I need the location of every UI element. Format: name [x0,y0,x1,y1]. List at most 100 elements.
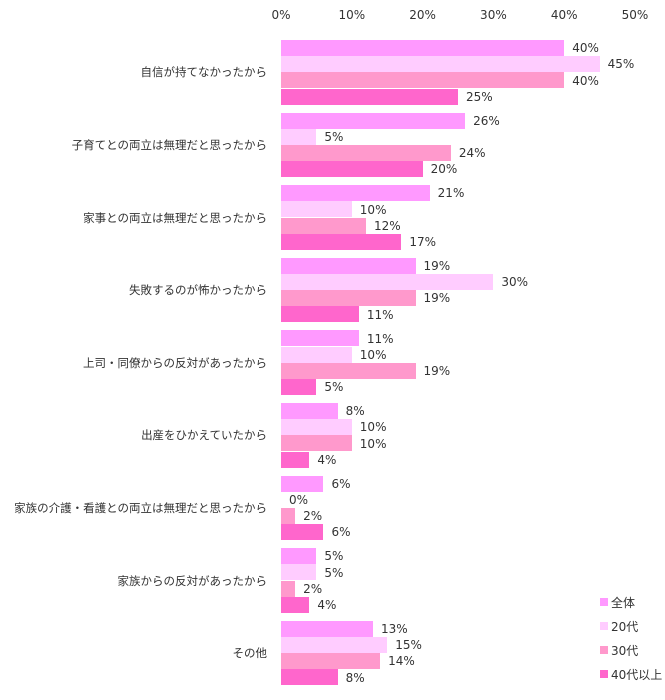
value-label: 21% [437,186,465,201]
x-tick-label: 30% [480,8,507,22]
bar [281,274,494,290]
value-label: 40% [572,41,599,56]
value-label: 24% [458,146,486,161]
bar [281,580,296,597]
value-label: 19% [423,363,451,378]
value-label: 20% [430,162,458,177]
value-label: 4% [317,597,337,612]
value-label: 19% [423,291,451,306]
legend-label: 全体 [611,595,636,610]
bar [281,435,352,452]
value-label: 11% [366,331,394,346]
category-label: 失敗するのが怖かったから [129,283,267,298]
bar [281,475,324,492]
value-label: 45% [607,57,635,72]
value-label: 15% [395,638,422,653]
bar [281,379,317,395]
bar [281,40,565,56]
value-label: 0% [289,492,309,507]
value-label: 10% [359,436,387,451]
value-label: 5% [324,129,344,144]
category-label: 子育てとの両立は無理だと思ったから [71,138,267,152]
legend-item: 20代 [600,614,662,638]
value-label: 19% [423,258,451,273]
bar [281,596,310,613]
category-label: 上司・同僚からの反対があったから [83,355,267,370]
bar [281,653,381,670]
x-tick-label: 40% [550,8,578,22]
bar [281,669,338,686]
legend-item: 40代以上 [600,662,662,686]
legend-swatch-icon [600,646,608,654]
bar [281,306,359,323]
bar [281,548,317,565]
bar [281,112,466,129]
legend: 全体 20代 30代 40代以上 [600,590,662,686]
bar [281,524,324,541]
bar [281,233,402,250]
bar [281,161,423,178]
legend-item: 全体 [600,590,662,614]
legend-item: 30代 [600,638,662,662]
bar [281,185,430,202]
value-label: 25% [466,89,493,104]
bar [281,88,458,105]
bar [281,72,565,89]
bar [281,201,352,218]
bar [281,564,317,581]
value-label: 40% [572,73,599,88]
value-label: 30% [501,275,529,290]
category-label: その他 [232,646,268,661]
category-label: 家族からの反対があったから [117,573,268,588]
bar [281,637,388,653]
bar [281,508,296,524]
bar [281,290,416,307]
value-label: 8% [345,404,365,419]
value-label: 10% [359,420,387,435]
value-label: 26% [473,113,500,128]
legend-swatch-icon [600,598,608,606]
x-tick-label: 50% [621,8,649,22]
legend-swatch-icon [600,670,608,678]
value-label: 14% [388,654,415,669]
category-label: 家事との両立は無理だと思ったから [83,210,267,225]
value-label: 6% [331,476,351,491]
category-label: 家族の介護・看護との両立は無理だと思ったから [14,501,267,515]
value-label: 10% [359,202,387,217]
legend-label: 20代 [611,619,639,634]
value-label: 5% [324,380,344,395]
bar [281,257,416,274]
value-label: 5% [324,565,344,580]
bar [281,145,451,161]
bar [281,403,338,419]
bar [281,620,374,637]
x-tick-label: 10% [338,8,366,22]
bar [281,362,416,379]
bar [281,419,352,436]
legend-label: 30代 [611,643,639,658]
value-label: 12% [373,218,401,233]
legend-swatch-icon [600,622,608,630]
bar [281,330,359,347]
value-label: 2% [303,581,323,596]
bar [281,56,600,73]
value-label: 13% [381,621,408,636]
bar [281,128,317,145]
bar [281,451,310,468]
value-label: 5% [324,549,344,564]
value-label: 8% [345,670,365,685]
value-label: 4% [317,452,337,467]
x-tick-label: 0% [271,8,291,22]
legend-label: 40代以上 [611,667,663,682]
bar [281,217,366,234]
value-label: 6% [331,525,351,540]
value-label: 17% [409,234,437,249]
x-tick-label: 20% [409,8,436,22]
category-label: 自信が持てなかったから [140,65,268,80]
value-label: 2% [303,509,323,524]
bar [281,346,352,363]
value-label: 11% [366,307,394,322]
value-label: 10% [359,347,387,362]
category-label: 出産をひかえていたから [141,428,267,443]
